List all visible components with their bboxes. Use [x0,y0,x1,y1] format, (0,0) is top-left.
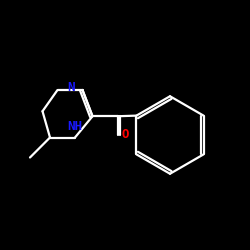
Text: NH: NH [68,120,82,133]
Text: O: O [121,128,129,141]
Text: N: N [68,81,75,94]
